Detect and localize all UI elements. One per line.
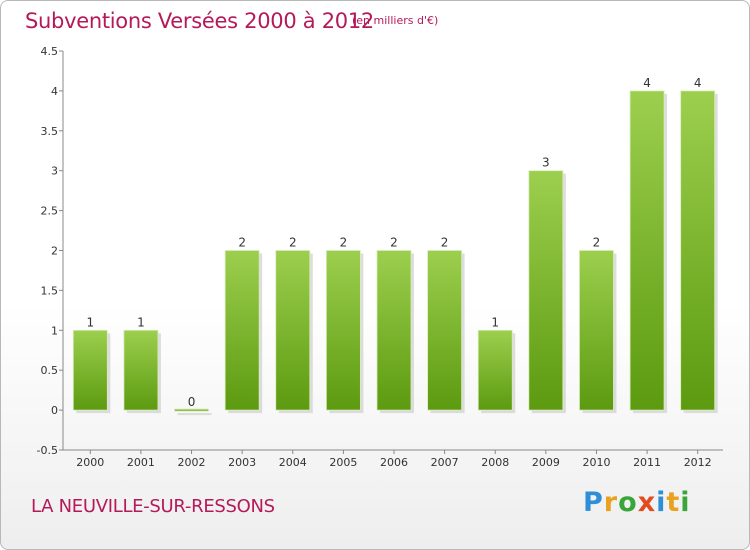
y-tick-label: 3: [51, 165, 58, 178]
bar: [275, 250, 311, 411]
chart-labels: 1 1 0 2 2 2 2 2 1 3 2 4 4: [86, 76, 701, 409]
bar: [376, 250, 412, 411]
logo-letter: x: [637, 487, 657, 518]
bar-value-label: 2: [238, 236, 246, 250]
y-tick-label: -0.5: [37, 444, 58, 457]
commune-name: LA NEUVILLE-SUR-RESSONS: [31, 496, 275, 517]
bar: [224, 250, 260, 411]
bar: [528, 170, 564, 411]
bar: [680, 90, 716, 411]
bar: [72, 329, 108, 411]
y-tick-label: 4.5: [41, 45, 59, 58]
x-tick-label: 2004: [279, 456, 307, 469]
bar: [325, 250, 361, 411]
bar-value-label: 2: [441, 236, 449, 250]
bar-value-label: 4: [694, 76, 702, 90]
bar-value-label: 3: [542, 156, 550, 170]
x-tick-label: 2012: [684, 456, 712, 469]
x-tick-label: 2003: [228, 456, 256, 469]
bar-value-label: 2: [593, 236, 601, 250]
x-tick-label: 2010: [582, 456, 610, 469]
y-tick-label: 1.5: [41, 284, 59, 297]
logo-letter: r: [603, 487, 619, 518]
y-tick-label: 2.5: [41, 205, 59, 218]
x-tick-label: 2011: [633, 456, 661, 469]
x-tick-label: 2000: [76, 456, 104, 469]
logo-letter: t: [666, 487, 681, 518]
y-tick-label: 0: [51, 404, 58, 417]
bar: [427, 250, 463, 411]
y-tick-label: 1: [51, 324, 58, 337]
bar-value-label: 1: [491, 315, 499, 329]
x-tick-label: 2006: [380, 456, 408, 469]
logo-letter: o: [618, 487, 638, 518]
bar-value-label: 0: [188, 395, 196, 409]
chart-unit: (en milliers d'€): [352, 14, 439, 27]
bar-value-label: 2: [390, 236, 398, 250]
bar: [174, 408, 209, 412]
chart-bars: [72, 90, 718, 416]
y-tick-label: 2: [51, 245, 58, 258]
y-tick-label: 0.5: [41, 364, 59, 377]
x-tick-label: 2008: [481, 456, 509, 469]
bar-value-label: 2: [340, 236, 348, 250]
chart-axes: -0.5 0 0.5 1 1.5 2 2.5 3 3.5 4 4.5 2000 2001 2002 2003…: [37, 45, 723, 469]
x-tick-label: 2002: [178, 456, 206, 469]
logo-letter: i: [680, 487, 691, 518]
bar: [123, 329, 159, 411]
bar-value-label: 1: [137, 315, 145, 329]
proxiti-logo: Proxiti: [583, 487, 691, 518]
bar-value-label: 1: [86, 315, 94, 329]
bar: [477, 329, 513, 411]
bar-shadow: [177, 413, 212, 416]
logo-letter: i: [656, 487, 667, 518]
bar: [629, 90, 665, 411]
x-tick-label: 2001: [127, 456, 155, 469]
bar: [579, 250, 614, 411]
x-tick-label: 2007: [431, 456, 459, 469]
y-tick-label: 4: [51, 85, 58, 98]
logo-letter: P: [583, 487, 604, 518]
bar-value-label: 4: [643, 76, 651, 90]
x-tick-label: 2005: [329, 456, 357, 469]
chart-title: Subventions Versées 2000 à 2012: [25, 9, 374, 33]
y-tick-label: 3.5: [41, 125, 59, 138]
x-tick-label: 2009: [532, 456, 560, 469]
bar-value-label: 2: [289, 236, 297, 250]
